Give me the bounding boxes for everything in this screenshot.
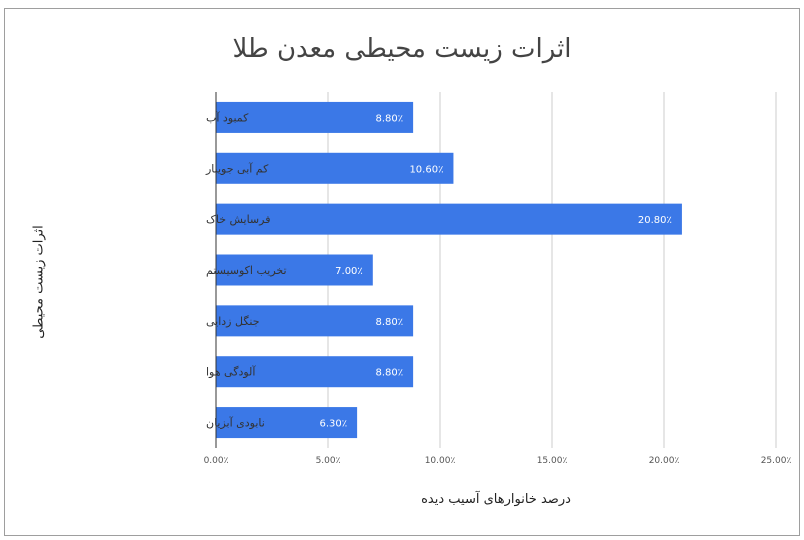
bar	[216, 152, 454, 184]
bar-value-label: 8.80٪	[375, 113, 403, 124]
category-label: نابودی آبزیان	[206, 416, 265, 430]
chart-frame	[4, 8, 800, 536]
x-axis-label: درصد خانوارهای آسیب دیده	[421, 492, 571, 507]
bar-value-label: 6.30٪	[319, 419, 347, 430]
bar-value-label: 8.80٪	[375, 368, 403, 379]
x-tick-label: 10.00٪	[425, 456, 456, 466]
category-label: جنگل زدایی	[206, 315, 260, 328]
category-label: کمبود آب	[206, 110, 249, 124]
x-tick-label: 5.00٪	[316, 456, 341, 466]
x-tick-label: 15.00٪	[537, 456, 568, 466]
y-axis-label: اثرات زیست محیطی	[31, 225, 47, 339]
bar-value-label: 8.80٪	[375, 317, 403, 328]
bar	[216, 254, 373, 286]
bar-value-label: 10.60٪	[409, 164, 443, 175]
bar	[216, 356, 414, 388]
category-label: کم آبی جویبار	[205, 161, 269, 175]
chart-title: اثرات زیست محیطی معدن طلا	[232, 34, 572, 64]
bar-value-label: 20.80٪	[638, 215, 672, 226]
bar-value-label: 7.00٪	[335, 266, 363, 277]
bar	[216, 203, 682, 235]
x-tick-label: 0.00٪	[204, 456, 229, 466]
bar	[216, 305, 414, 337]
bar	[216, 101, 414, 133]
category-label: آلودگی هوا	[206, 365, 256, 379]
category-label: تخریب اکوسیستم	[206, 264, 287, 277]
category-label: فرسایش خاک	[206, 213, 270, 226]
bar	[216, 407, 358, 439]
x-tick-label: 20.00٪	[649, 456, 680, 466]
x-tick-label: 25.00٪	[761, 456, 792, 466]
